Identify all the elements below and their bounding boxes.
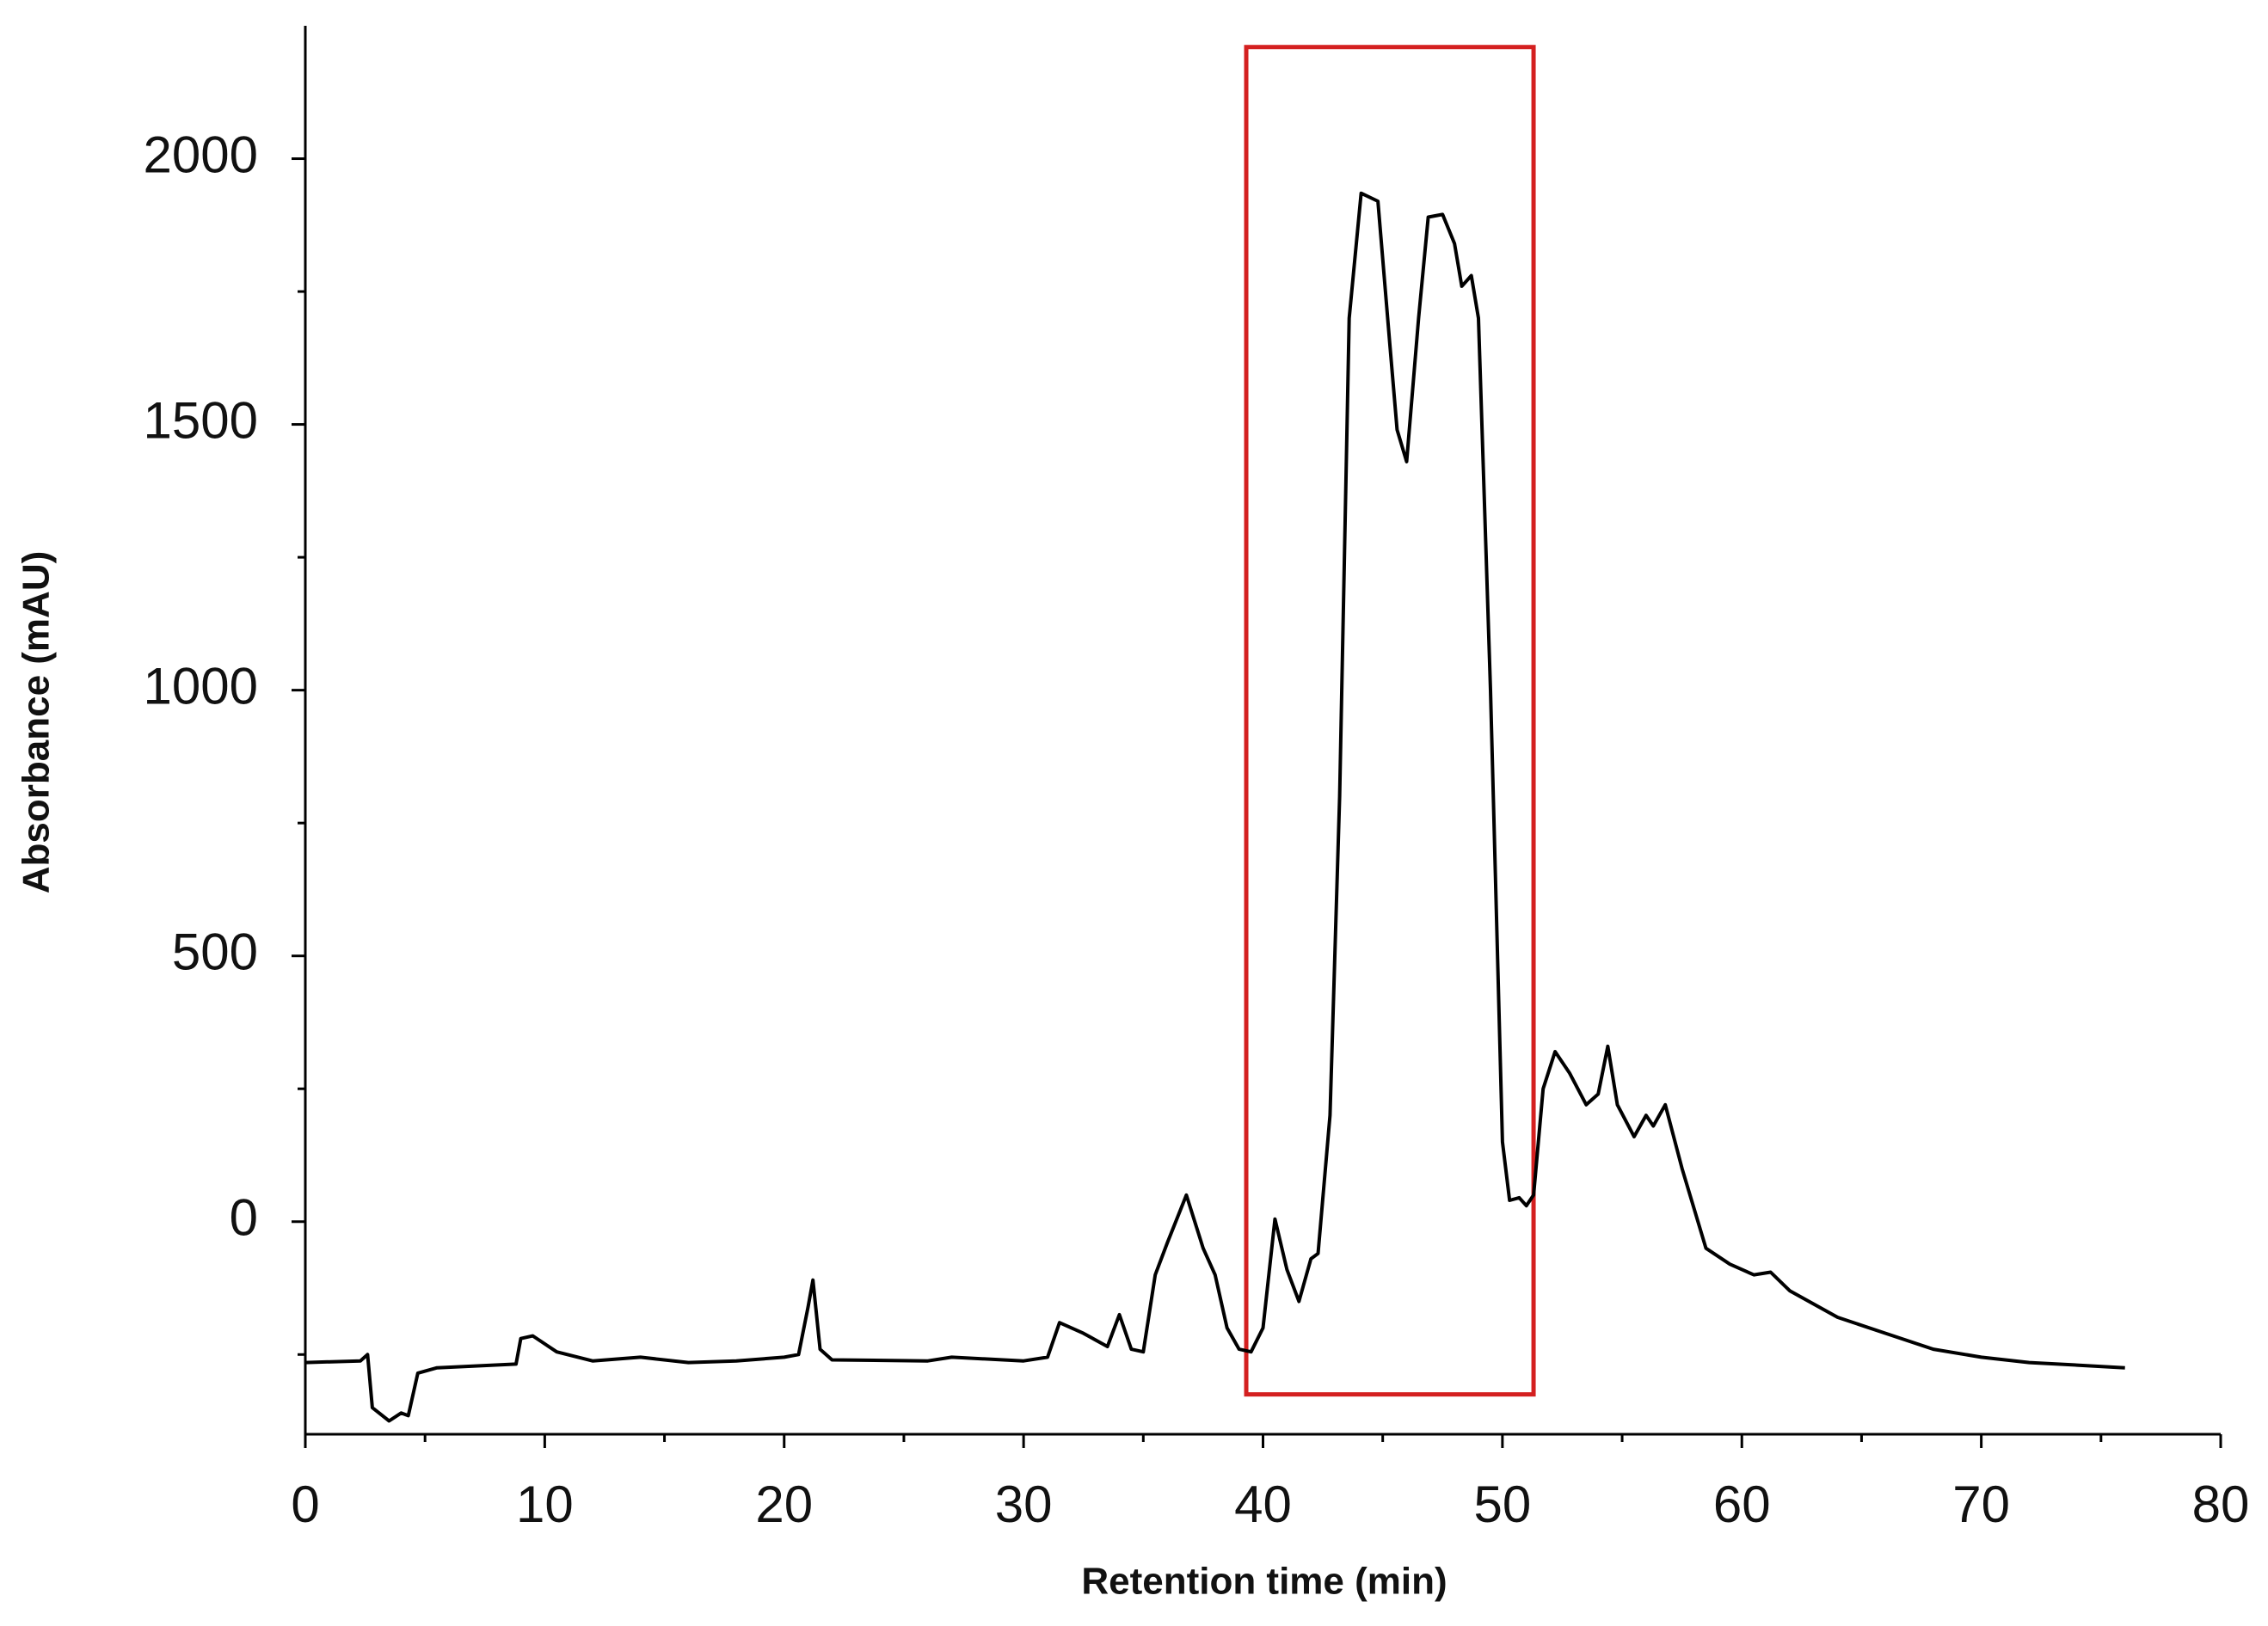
x-tick-label: 70 xyxy=(1952,1476,2010,1533)
x-tick-label: 20 xyxy=(755,1476,813,1533)
x-tick-label: 10 xyxy=(516,1476,574,1533)
y-tick-label: 1500 xyxy=(144,391,258,449)
x-tick-label: 50 xyxy=(1474,1476,1532,1533)
x-tick-label: 0 xyxy=(291,1476,319,1533)
y-tick-label: 1000 xyxy=(144,657,258,715)
x-tick-label: 80 xyxy=(2192,1476,2250,1533)
x-axis-title: Retention time (min) xyxy=(1081,1561,1447,1603)
x-tick-label: 40 xyxy=(1234,1476,1292,1533)
y-tick-label: 0 xyxy=(230,1189,258,1247)
x-tick-label: 30 xyxy=(995,1476,1053,1533)
x-tick-label: 60 xyxy=(1713,1476,1771,1533)
y-tick-label: 500 xyxy=(172,923,258,981)
highlight-box xyxy=(1244,45,1536,1397)
y-tick-label: 2000 xyxy=(144,126,258,183)
data-line xyxy=(304,191,2125,1423)
y-axis-title: Absorbance (mAU) xyxy=(15,551,58,894)
